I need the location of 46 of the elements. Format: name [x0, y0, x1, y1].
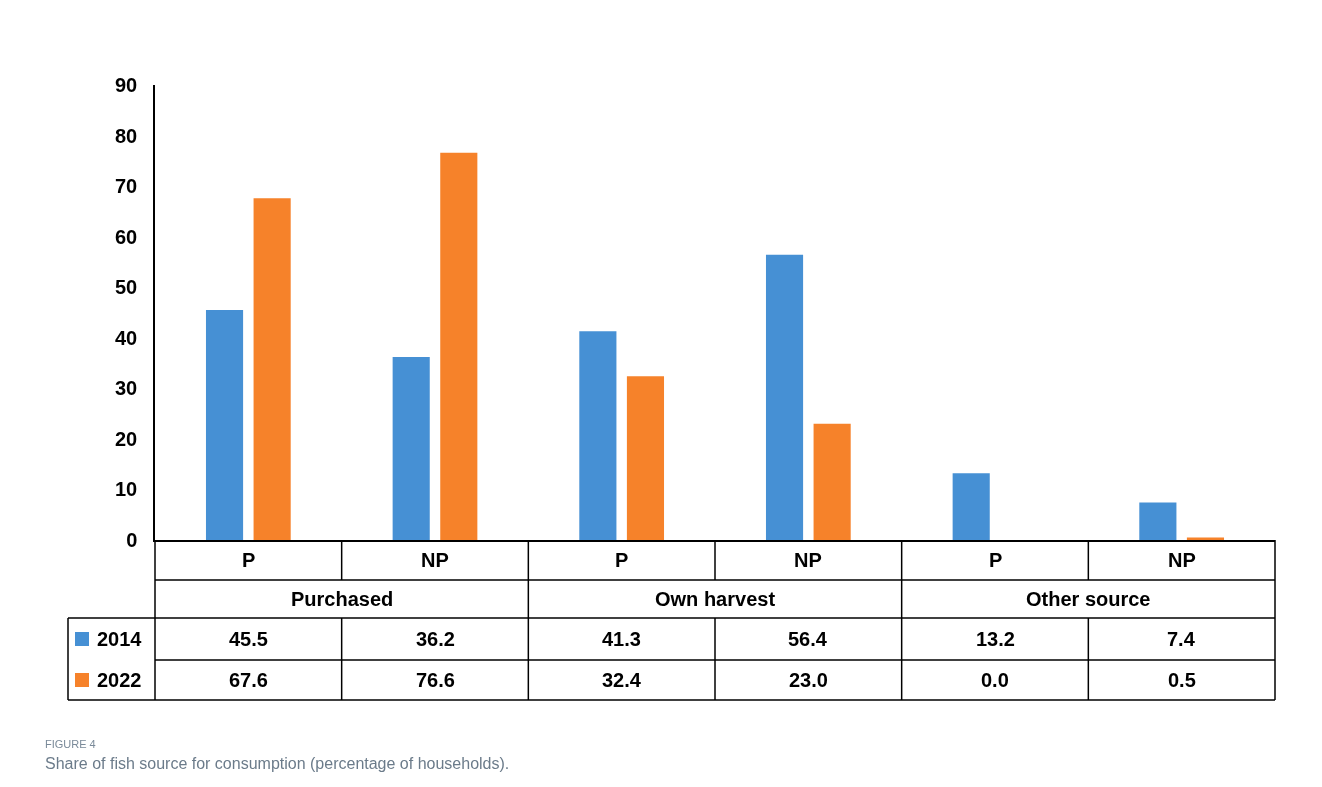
data-label: 41.3: [602, 628, 641, 650]
bar: [952, 473, 990, 540]
legend-label: 2014: [97, 628, 143, 650]
data-label: 13.2: [976, 628, 1015, 650]
bar: [1139, 502, 1177, 540]
data-label: 45.5: [229, 628, 268, 650]
text: Share of fish source for consumption (percentage of households).: [45, 755, 510, 772]
data-label: 67.6: [229, 669, 268, 691]
data-label: 56.4: [788, 628, 828, 650]
bar: [253, 198, 291, 540]
y-tick-label: 90: [115, 74, 138, 96]
data-label: 0.0: [981, 669, 1009, 691]
data-label: 7.4: [1167, 628, 1196, 650]
data-label: 36.2: [416, 628, 455, 650]
data-label: 23.0: [789, 669, 828, 691]
text: Other source: [1026, 588, 1151, 610]
bar: [1186, 537, 1225, 540]
bar: [579, 331, 617, 540]
caption: FIGURE 4: [45, 738, 96, 750]
y-tick-label: 0: [126, 529, 138, 551]
bar: [765, 254, 804, 540]
x-tick-label: NP: [1168, 549, 1196, 571]
bar: [626, 376, 665, 540]
y-tick-label: 60: [115, 225, 138, 248]
text: Purchased: [291, 588, 394, 610]
bar: [813, 423, 851, 540]
y-tick-label: 20: [115, 427, 138, 450]
x-tick-label: P: [242, 549, 256, 571]
y-tick-label: 30: [115, 377, 138, 400]
y-tick-label: 50: [115, 276, 138, 299]
bar: [440, 152, 478, 540]
y-tick-label: 10: [115, 478, 138, 501]
x-tick-label: P: [989, 549, 1003, 571]
legend-label: 2022: [97, 669, 142, 691]
text: Own harvest: [655, 588, 776, 610]
y-tick-label: 80: [115, 124, 138, 147]
data-label: 76.6: [416, 669, 455, 691]
x-tick-label: P: [615, 549, 629, 571]
data-label: 32.4: [602, 669, 642, 691]
data-label: 0.5: [1168, 669, 1196, 691]
y-tick-label: 40: [115, 326, 138, 349]
x-tick-label: NP: [794, 549, 822, 571]
bar: [392, 356, 430, 540]
y-tick-label: 70: [115, 175, 138, 198]
x-tick-label: NP: [421, 549, 449, 571]
bar: [205, 309, 244, 540]
